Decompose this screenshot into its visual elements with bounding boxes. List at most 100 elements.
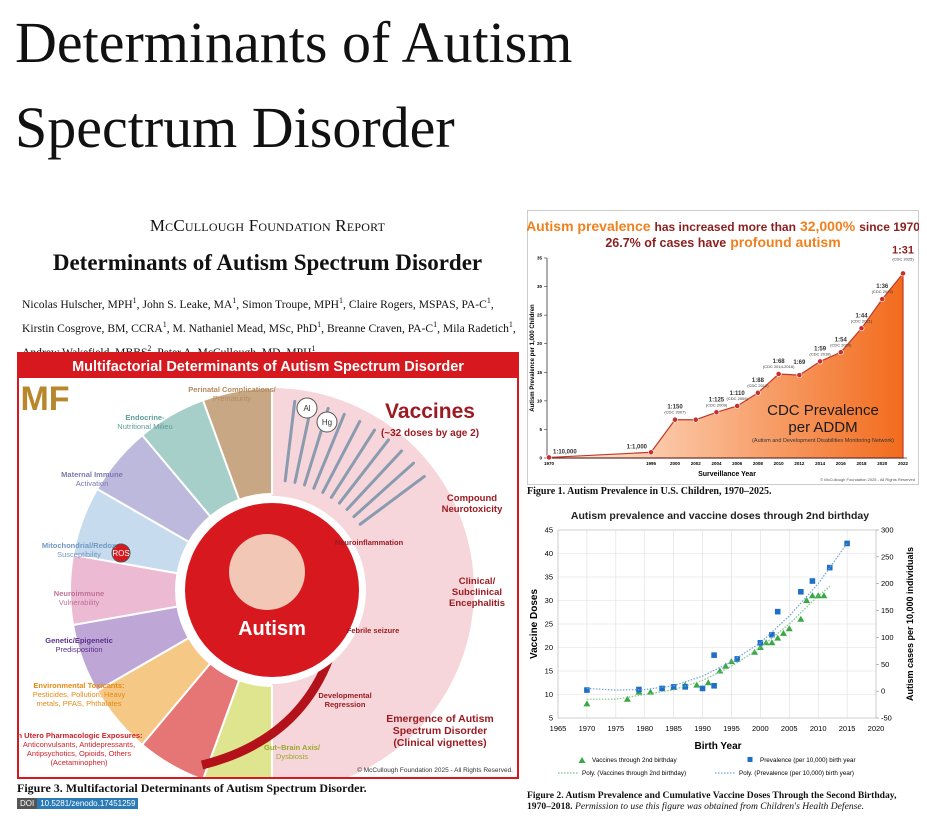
point	[711, 652, 717, 658]
point-label: 1:68	[773, 359, 786, 365]
y-tick-label: 5	[549, 714, 553, 723]
x-tick-label: 1975	[607, 724, 624, 733]
y2-tick-label: 50	[881, 660, 889, 669]
text-line: Developmental	[318, 691, 371, 700]
author: Nicolas Hulscher, MPH1	[22, 296, 137, 311]
y2-tick-label: 150	[881, 606, 894, 615]
point-note: (CDC 2020)	[830, 342, 852, 347]
y-tick-label: 30	[545, 596, 553, 605]
x-tick-label: 1990	[694, 724, 711, 733]
doi-label: DOI	[17, 798, 38, 809]
author-name: Kirstin Cosgrove, BM, CCRA	[22, 321, 163, 335]
text-line: Spectrum Disorder	[393, 725, 488, 737]
author-name: Simon Troupe, MPH	[242, 297, 340, 311]
plot-frame	[557, 529, 877, 719]
author: M. Nathaniel Mead, MSc, PhD1	[167, 320, 321, 335]
point	[713, 409, 720, 416]
legend-label: Prevalence (per 10,000) birth year	[760, 757, 856, 764]
caption-note: Permission to use this figure was obtain…	[574, 801, 865, 812]
point-note: (CDC 2021)	[851, 318, 873, 323]
text-line: metals, PFAS, Phthalates	[36, 699, 121, 708]
point	[692, 416, 699, 423]
icon	[316, 411, 338, 433]
text-line: Susceptibility	[57, 550, 101, 559]
y-tick-label: 35	[545, 573, 553, 582]
x-tick-label: 2002	[691, 461, 702, 466]
syringe	[283, 399, 297, 483]
stage-label: Clinical/Subclinical Encephalitis	[449, 576, 505, 609]
page-title: Determinants of Autism Spectrum Disorder	[15, 10, 573, 160]
y2-tick-label: -50	[881, 714, 892, 723]
logo: MF	[20, 380, 69, 418]
text-line: Prematurity	[213, 394, 252, 403]
y-tick-label: 20	[537, 341, 543, 346]
point-label: 1:10,000	[553, 449, 577, 455]
y-tick-label: 30	[537, 284, 543, 289]
text-line: Pesticides, Pollution, Heavy	[33, 690, 126, 699]
text-line: Activation	[76, 479, 109, 488]
annotation-note: (Autism and Development Disabilities Mon…	[752, 438, 894, 444]
trend-line	[586, 543, 848, 691]
vaccines-sub: (~32 doses by age 2)	[381, 428, 479, 439]
x-tick-label: 2016	[836, 461, 847, 466]
factor-label: Environmental Toxicants: Pesticides, Poll…	[33, 681, 126, 708]
subheadline-part: profound autism	[730, 234, 840, 250]
figure-1: Autism prevalence has increased more than…	[527, 210, 919, 485]
text-line: Maternal Immune	[61, 470, 123, 479]
y-tick-label: 25	[545, 620, 553, 629]
point	[785, 625, 793, 632]
report-title: Determinants of Autism Spectrum Disorder	[52, 250, 483, 275]
text-line: Subclinical	[452, 587, 502, 598]
text-line: Anticonvulsants, Antidepressants,	[23, 740, 135, 749]
syringe	[329, 428, 377, 499]
header-bar	[18, 353, 518, 378]
point-note: (CDC 2007)	[664, 410, 686, 415]
headline: Autism prevalence has increased more than…	[527, 218, 919, 234]
x-tick-label: 2020	[877, 461, 888, 466]
text-line: Compound	[447, 493, 497, 504]
x-tick-label: 2014	[815, 461, 826, 466]
factor-label: In Utero Pharmacologic Exposures: Anticon…	[17, 731, 143, 767]
point-label: 1:69	[793, 360, 806, 366]
author: Simon Troupe, MPH1	[236, 296, 344, 311]
x-tick-label: 1970	[544, 461, 555, 466]
point	[623, 695, 631, 702]
y-tick-label: 15	[537, 370, 543, 375]
stage-label: Compound Neurotoxicity	[442, 493, 503, 515]
author: Breanne Craven, PA-C1	[321, 320, 437, 335]
figure-caption: Figure 2. Autism Prevalence and Cumulati…	[527, 790, 922, 812]
y-axis-label: Autism Prevalence per 1,000 Children	[530, 304, 536, 412]
point	[774, 608, 781, 615]
author: John S. Leake, MA1	[137, 296, 237, 311]
point-label: 1:36	[876, 284, 889, 290]
point	[798, 588, 804, 595]
syringe	[345, 449, 404, 512]
author-name: Mila Radetich	[442, 321, 509, 335]
affiliation: 1	[339, 296, 344, 305]
point	[755, 389, 761, 396]
x-tick-label: 1965	[550, 724, 567, 733]
wheel	[69, 386, 474, 777]
factor-label: Mitochondrial/Redox Susceptibility	[42, 541, 117, 559]
legend-marker	[578, 757, 586, 763]
subheadline-part: 26.7% of cases have	[605, 236, 726, 250]
affiliation: 1	[486, 296, 491, 305]
point-label: 1:1,000	[627, 444, 648, 450]
point-label: 1:150	[667, 405, 683, 411]
point	[826, 564, 833, 571]
author-name: Nicolas Hulscher, MPH	[22, 297, 133, 311]
stage-label: Neuroinflammation	[335, 538, 404, 547]
x-tick-label: 2020	[868, 724, 885, 733]
x-tick-label: 1980	[636, 724, 653, 733]
point-label: 1:54	[835, 337, 848, 343]
point-note: (CDC 2025)	[892, 256, 914, 261]
point-note: (CDC 2009)	[727, 396, 749, 401]
x-tick-label: 2006	[732, 461, 743, 466]
point	[648, 449, 654, 456]
x-axis-label: Birth Year	[694, 741, 741, 752]
figure-caption: Figure 1. Autism Prevalence in U.S. Chil…	[527, 486, 772, 497]
syringe	[312, 412, 346, 490]
point-note: (CDC 2018)	[809, 351, 831, 356]
text-line: CDC Prevalence	[767, 402, 879, 419]
y2-tick-label: 0	[881, 687, 885, 696]
